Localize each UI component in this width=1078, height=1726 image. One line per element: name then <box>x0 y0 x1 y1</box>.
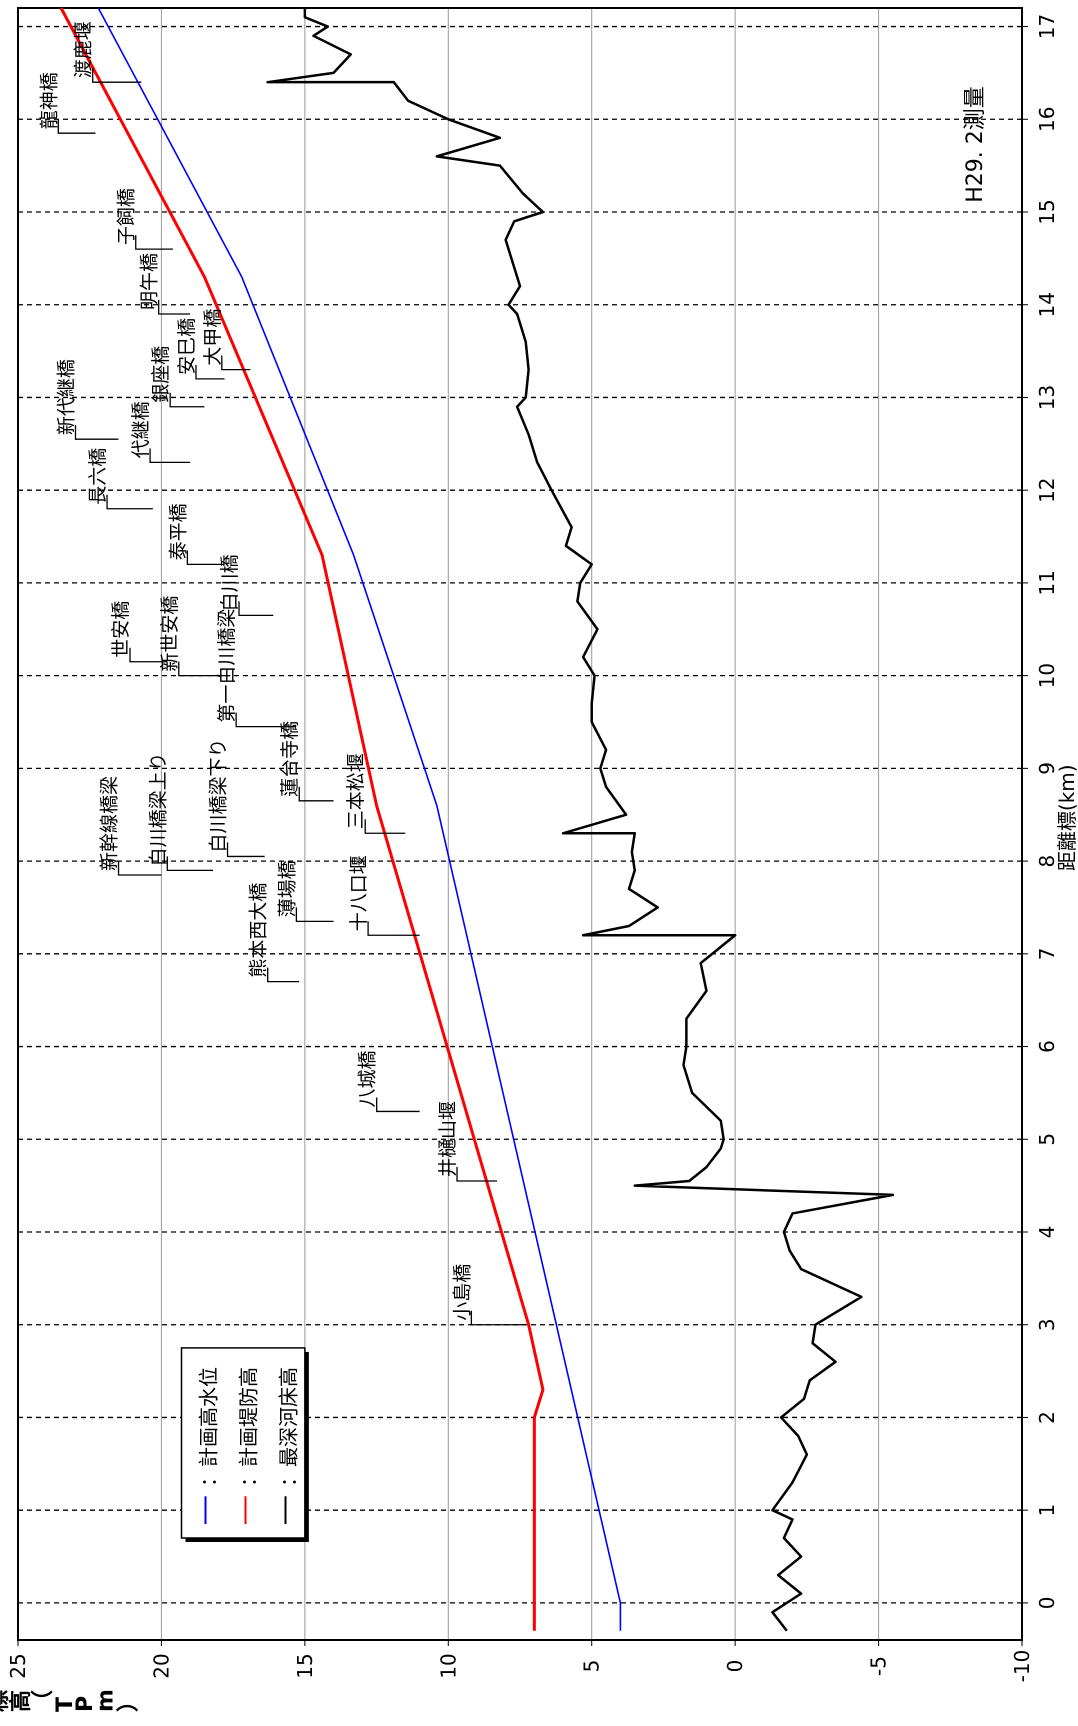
y-tick-label: 0 <box>723 1660 747 1673</box>
leader-line <box>57 119 96 134</box>
y-tick-label: -5 <box>867 1656 891 1676</box>
leader-line <box>92 68 142 83</box>
leader-line <box>238 601 274 617</box>
legend-separator: ： <box>277 1467 301 1487</box>
leader-line <box>226 842 265 858</box>
leader-line <box>149 448 191 464</box>
annotation-label: 八城橋 <box>357 1050 379 1107</box>
legend-label: ：計画堤防高 <box>237 1367 261 1487</box>
x-tick-label: 5 <box>1035 1133 1059 1146</box>
annotation-label: 代継橋 <box>130 401 152 458</box>
legend-label: ：最深河床高 <box>277 1367 301 1487</box>
annotation-label: 三本松堰 <box>345 753 367 829</box>
legend-name: 計画高水位 <box>197 1367 221 1467</box>
leader-line <box>456 1167 498 1182</box>
y-tick-label: 5 <box>580 1660 604 1673</box>
leader-line <box>298 786 334 802</box>
x-tick-label: 16 <box>1035 107 1059 132</box>
legend-separator: ： <box>197 1467 221 1487</box>
leader-line <box>295 907 334 923</box>
annotation-label: 泰平橋 <box>167 503 189 560</box>
x-tick-label: 11 <box>1035 570 1059 595</box>
series-line <box>59 7 545 1631</box>
x-tick-label: 7 <box>1035 947 1059 960</box>
x-tick-label: 10 <box>1035 663 1059 688</box>
annotation-label: 薄場橋 <box>276 860 298 917</box>
annotation-label: 白川橋梁下り <box>208 738 230 852</box>
leader-line <box>267 967 300 983</box>
annotation-label: 熊本西大橋 <box>248 883 270 978</box>
annotation-label: 白川橋 <box>219 554 241 611</box>
x-tick-label: 3 <box>1035 1318 1059 1331</box>
y-axis-title: 標高（T.P.m） <box>0 1689 141 1712</box>
leader-line <box>186 550 225 566</box>
annotation-label: 安巳橋 <box>176 318 198 375</box>
annotation-label: 第一白川橋梁 <box>216 609 238 723</box>
leader-line <box>221 355 251 371</box>
x-tick-label: 1 <box>1035 1504 1059 1517</box>
legend-box <box>180 1347 306 1539</box>
annotation-label: 井樋山堰 <box>437 1101 459 1177</box>
plot-frame <box>17 7 1023 1641</box>
y-tick-label: 10 <box>436 1653 460 1678</box>
annotation-label: 銀座橋 <box>150 346 172 403</box>
series-line <box>266 8 895 1632</box>
y-tick-label: -10 <box>1010 1650 1034 1683</box>
leader-line <box>376 1097 420 1113</box>
annotation-label: 世安橋 <box>110 601 132 658</box>
annotation-label: 大甲橋 <box>202 309 224 366</box>
leader-line <box>106 494 153 510</box>
leader-line <box>135 235 173 250</box>
annotation-label: 白川橋梁上り <box>147 752 169 866</box>
x-tick-label: 14 <box>1035 292 1059 317</box>
x-tick-label: 13 <box>1035 385 1059 410</box>
annotation-label: 長六橋 <box>87 448 109 505</box>
leader-line <box>470 1310 526 1326</box>
x-tick-label: 4 <box>1035 1226 1059 1239</box>
leader-line <box>74 425 119 440</box>
annotation-label: 明午橋 <box>139 253 161 310</box>
y-tick-label: 25 <box>6 1653 30 1678</box>
x-tick-label: 6 <box>1035 1040 1059 1053</box>
annotation-label: 龍神橋 <box>38 72 60 129</box>
x-tick-label: 12 <box>1035 477 1059 502</box>
x-tick-label: 2 <box>1035 1411 1059 1424</box>
y-tick-label: 15 <box>293 1653 317 1678</box>
annotation-label: 蓮台寺橋 <box>279 721 301 797</box>
x-tick-label: 9 <box>1035 762 1059 775</box>
y-tick-label: 20 <box>149 1653 173 1678</box>
x-tick-label: 17 <box>1035 14 1059 39</box>
leader-line <box>178 661 231 677</box>
x-tick-label: 0 <box>1035 1597 1059 1610</box>
leader-line <box>158 300 191 315</box>
annotation-label: 新代継橋 <box>56 359 78 435</box>
annotation-label: 子飼橋 <box>116 188 138 245</box>
x-tick-label: 15 <box>1035 199 1059 224</box>
annotation-label: 新幹線橋梁 <box>99 776 121 871</box>
legend-name: 最深河床高 <box>277 1367 301 1467</box>
leader-line <box>169 392 205 408</box>
legend-name: 計画堤防高 <box>237 1367 261 1467</box>
x-tick-label: 8 <box>1035 855 1059 868</box>
leader-line <box>235 712 297 728</box>
leader-line <box>367 921 420 936</box>
leader-line <box>195 364 225 380</box>
x-axis-title: 距離標(km) <box>1055 764 1078 871</box>
annotation-label: 小島橋 <box>451 1264 473 1321</box>
annotation-label: 渡鹿堰 <box>73 21 95 78</box>
legend-separator: ： <box>237 1467 261 1487</box>
leader-line <box>364 819 406 834</box>
legend-label: ：計画高水位 <box>197 1367 221 1487</box>
annotation-label: 新世安橋 <box>159 596 181 672</box>
series-line <box>97 7 622 1631</box>
leader-line <box>117 861 162 876</box>
survey-note: H29. 2測量 <box>963 86 988 203</box>
leader-line <box>166 856 214 872</box>
annotation-label: 十八口堰 <box>348 855 370 931</box>
leader-line <box>129 647 168 663</box>
